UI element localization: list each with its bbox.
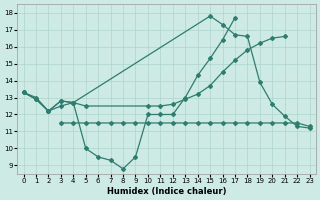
X-axis label: Humidex (Indice chaleur): Humidex (Indice chaleur) bbox=[107, 187, 226, 196]
